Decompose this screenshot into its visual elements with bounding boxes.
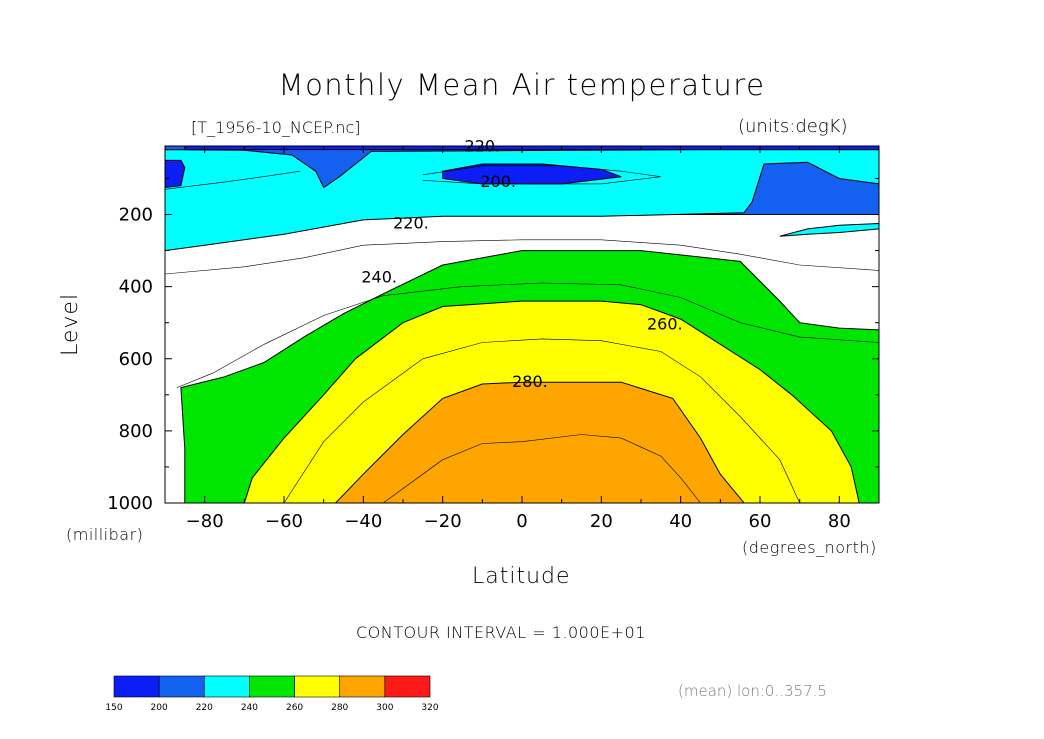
colorbar-label-260: 260 (286, 703, 303, 713)
y-tick-label: 1000 (107, 493, 153, 514)
dataset-label: [T_1956-10_NCEP.nc] (191, 118, 361, 137)
x-tick-label: 20 (590, 511, 613, 532)
colorbar-swatch-260 (294, 675, 341, 698)
chart-title: Monthly Mean Air temperature (278, 68, 766, 102)
plot-frame (164, 145, 880, 504)
colorbar-swatch-200 (158, 675, 205, 698)
colorbar-label-220: 220 (196, 703, 213, 713)
x-tick-label: −40 (344, 511, 382, 532)
y-axis-units: (millibar) (66, 525, 144, 544)
units-label: (units:degK) (738, 116, 848, 137)
colorbar-swatch-300 (384, 675, 431, 698)
contour-band-280 (243, 300, 860, 503)
contour-band-260 (165, 250, 879, 503)
colorbar-swatch-220 (203, 675, 250, 698)
x-tick-label: 80 (828, 511, 851, 532)
x-axis-units: (degrees_north) (742, 538, 877, 557)
contour-band-220 (165, 146, 879, 215)
contour-band-300 (334, 381, 745, 503)
colorbar-label-320: 320 (421, 703, 438, 713)
colorbar-label-150: 150 (105, 703, 122, 713)
y-tick-label: 800 (119, 421, 153, 442)
contour-band-240 (779, 222, 879, 237)
x-axis-label: Latitude (472, 564, 571, 589)
y-tick-label: 600 (119, 349, 153, 370)
contour-line-2 (165, 239, 879, 275)
colorbar-label-300: 300 (376, 703, 393, 713)
contour-line-1 (165, 170, 300, 190)
y-axis-label: Level (58, 292, 83, 356)
colorbar-label-240: 240 (241, 703, 258, 713)
contour-label-5: 280. (512, 372, 548, 391)
contour-line-0 (422, 165, 661, 185)
colorbar-swatch-280 (339, 675, 386, 698)
contour-label-2: 220. (393, 214, 429, 233)
x-tick-label: 40 (669, 511, 692, 532)
colorbar-label-280: 280 (331, 703, 348, 713)
contour-line-4 (283, 338, 800, 503)
x-tick-label: −20 (424, 511, 462, 532)
contour-label-4: 260. (647, 315, 683, 334)
contour-line-3 (176, 282, 879, 388)
x-tick-label: 60 (749, 511, 772, 532)
y-tick-label: 200 (119, 205, 153, 226)
contour-label-3: 240. (361, 268, 397, 287)
x-tick-label: −80 (186, 511, 224, 532)
contour-label-0: 220. (465, 137, 501, 156)
x-tick-label: −60 (265, 511, 303, 532)
contour-label-1: 200. (480, 172, 516, 191)
contour-interval-text: CONTOUR INTERVAL = 1.000E+01 (356, 623, 646, 642)
contour-band-200 (165, 159, 186, 189)
y-tick-label: 400 (119, 277, 153, 298)
contour-band-200 (184, 146, 879, 151)
contour-line-5 (383, 434, 701, 503)
colorbar-label-200: 200 (151, 703, 168, 713)
colorbar-swatch-240 (249, 675, 295, 698)
x-tick-label: 0 (516, 511, 527, 532)
contour-band-200 (442, 163, 622, 185)
footnote-mean: (mean) lon:0..357.5 (678, 682, 827, 700)
contour-fill-group (165, 146, 879, 503)
colorbar-swatch-150 (113, 675, 160, 698)
contour-band-240 (165, 149, 879, 503)
